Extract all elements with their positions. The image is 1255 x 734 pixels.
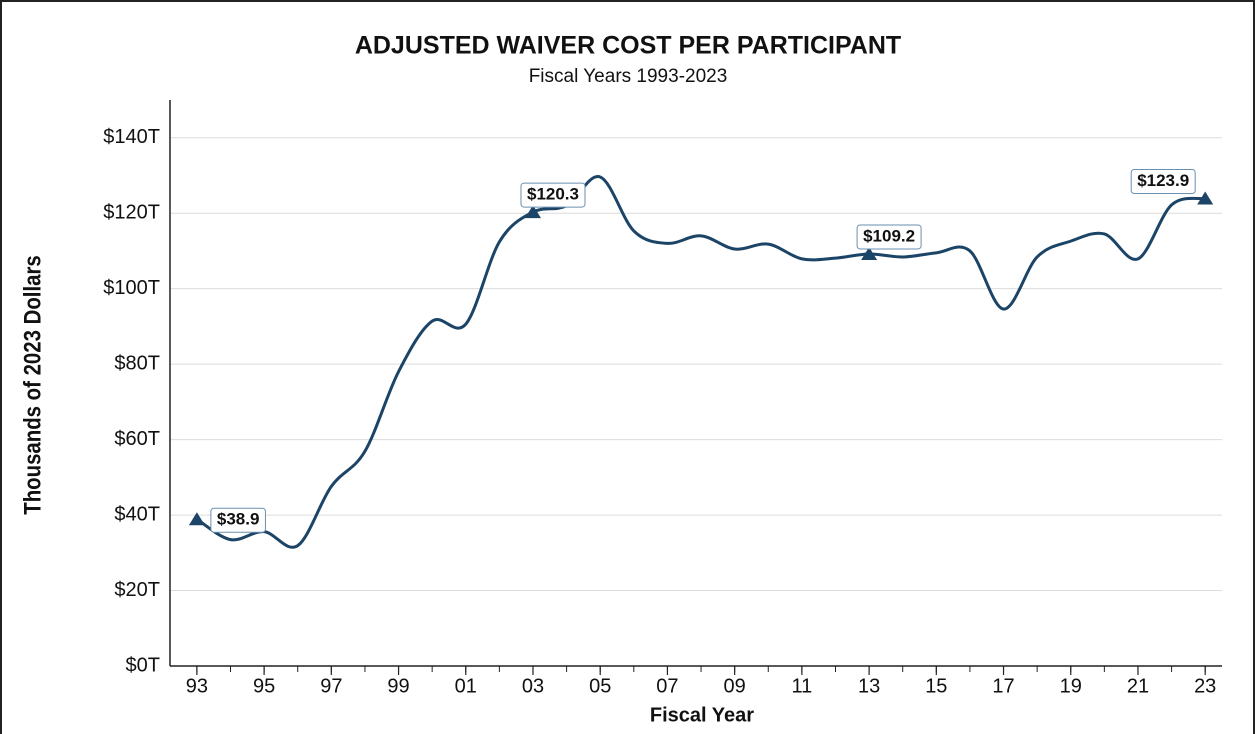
chart-title: ADJUSTED WAIVER COST PER PARTICIPANT <box>355 32 901 60</box>
data-label-box <box>520 182 586 208</box>
data-label-box <box>210 507 266 533</box>
point-marker <box>188 512 205 526</box>
x-tick-label: 21 <box>1127 675 1149 697</box>
x-tick-label: 19 <box>1060 675 1082 697</box>
y-tick-label: $0T <box>126 654 160 676</box>
y-tick-label: $20T <box>114 579 160 601</box>
x-tick-label: 23 <box>1194 675 1216 697</box>
x-tick-label: 11 <box>791 675 812 697</box>
data-label: $123.9 <box>1137 171 1189 190</box>
x-axis-label: Fiscal Year <box>650 704 754 726</box>
x-tick-label: 07 <box>656 675 678 697</box>
x-tick-label: 95 <box>253 675 275 697</box>
data-label-box <box>1130 168 1196 194</box>
y-tick-label: $40T <box>114 503 160 525</box>
y-axis-label: Thousands of 2023 Dollars <box>19 255 46 515</box>
x-tick-label: 13 <box>858 675 880 697</box>
x-tick-label: 05 <box>589 675 611 697</box>
x-tick-label: 97 <box>320 675 342 697</box>
data-label-box <box>856 224 922 250</box>
x-tick-label: 17 <box>992 675 1014 697</box>
data-label: $109.2 <box>863 226 915 245</box>
x-tick-label: 01 <box>455 675 477 697</box>
point-marker <box>524 205 541 219</box>
x-tick-label: 15 <box>925 675 947 697</box>
x-tick-label: 93 <box>186 675 208 697</box>
data-label: $38.9 <box>217 510 260 529</box>
y-tick-label: $100T <box>103 277 160 299</box>
x-tick-label: 09 <box>724 675 746 697</box>
y-tick-label: $80T <box>114 352 160 374</box>
y-tick-label: $120T <box>103 201 160 223</box>
y-tick-label: $60T <box>114 428 160 450</box>
chart-subtitle: Fiscal Years 1993-2023 <box>529 66 728 87</box>
x-tick-label: 99 <box>387 675 409 697</box>
x-tick-label: 03 <box>522 675 544 697</box>
data-label: $120.3 <box>527 185 579 204</box>
point-marker <box>861 246 878 260</box>
y-tick-label: $140T <box>103 126 160 148</box>
point-marker <box>1197 191 1214 205</box>
line-series <box>196 175 1206 549</box>
